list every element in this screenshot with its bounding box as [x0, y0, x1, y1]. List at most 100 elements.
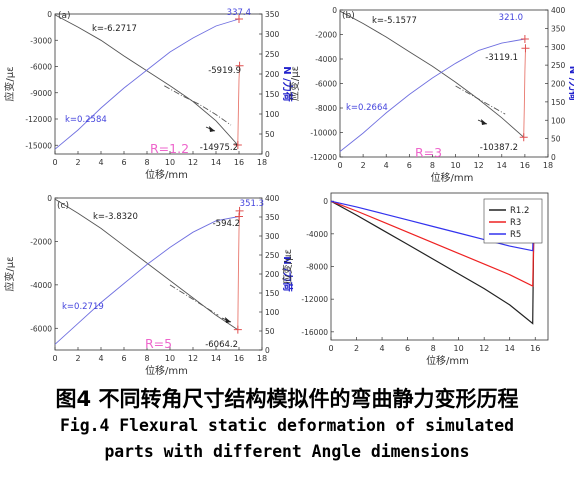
- right-y-tick-label: 100: [551, 116, 566, 125]
- strain-series-line: [330, 200, 535, 287]
- plot-frame: [54, 13, 263, 155]
- y-tick-label: -4000: [30, 281, 52, 290]
- right-y-tick-label: 350: [551, 24, 566, 33]
- right-y-tick-label: 300: [265, 232, 280, 241]
- peak-load-marker: [520, 35, 529, 44]
- annotation-label: k=0.2584: [65, 115, 107, 125]
- x-tick-label: 0: [337, 161, 342, 170]
- x-tick-label: 16: [234, 354, 244, 363]
- x-axis-label: 位移/mm: [426, 354, 469, 367]
- figure-caption-english-line2: parts with different Angle dimensions: [104, 442, 470, 461]
- y-tick-label: -12000: [310, 153, 337, 162]
- strain-unload-segment: [237, 210, 241, 330]
- x-tick-label: 12: [479, 344, 489, 353]
- strain-series-line: [330, 200, 535, 325]
- chart-legend: R1.2 R3 R5: [483, 198, 543, 244]
- strain-unload-segment: [523, 48, 526, 138]
- right-y-tick-label: 150: [265, 90, 280, 99]
- chart-panel-c: 0 2 4 6 8 10 12 14 16 18 位移/mm 0 -2000 -4000 -6000 应变/μ…: [3, 194, 294, 377]
- release-strain-marker: [521, 44, 530, 53]
- annotation-label: 351.3: [240, 199, 264, 209]
- y-tick-label: -8000: [315, 104, 337, 113]
- legend-label: R3: [510, 218, 521, 228]
- x-tick-label: 10: [450, 161, 460, 170]
- right-y-tick-label: 100: [265, 110, 280, 119]
- strain-trend-line: [455, 85, 506, 115]
- x-tick-label: 18: [257, 158, 267, 167]
- y-tick-label: 0: [47, 194, 52, 203]
- x-tick-label: 6: [121, 354, 126, 363]
- x-tick-label: 2: [361, 161, 366, 170]
- peak-load-marker: [235, 15, 243, 24]
- y-axis-label: 应变/με: [288, 66, 301, 101]
- annotation-label: 321.0: [499, 13, 523, 23]
- x-tick-label: 14: [505, 344, 515, 353]
- x-tick-label: 6: [121, 158, 126, 167]
- plot-frame: [339, 9, 549, 158]
- y-tick-label: -3000: [30, 36, 52, 45]
- y-tick-label: -16000: [301, 328, 328, 337]
- release-strain-marker: [235, 61, 244, 70]
- trend-arrow-head: [481, 119, 487, 125]
- right-y-tick-label: 0: [551, 153, 556, 162]
- annotation-label: -6064.2: [205, 340, 238, 350]
- x-tick-label: 16: [530, 344, 540, 353]
- figure-charts: 0 2 4 6 8 10 12 14 16 18 位移/mm 0 -3000 -6000 -9000 -120…: [3, 6, 574, 377]
- annotation-label: k=-3.8320: [93, 212, 138, 222]
- x-tick-label: 4: [98, 158, 103, 167]
- x-tick-label: 10: [454, 344, 464, 353]
- right-y-tick-label: 200: [265, 70, 280, 79]
- legend-label: R1.2: [510, 206, 529, 216]
- annotation-label: k=0.2719: [62, 302, 104, 312]
- peak-strain-marker: [519, 133, 528, 142]
- right-y-tick-label: 100: [265, 308, 280, 317]
- y-axis-label: 应变/με: [3, 256, 16, 291]
- annotation-label: -14975.2: [200, 143, 238, 153]
- right-y-tick-label: 150: [265, 289, 280, 298]
- x-axis-label: 位移/mm: [431, 171, 474, 184]
- right-y-tick-label: 350: [265, 10, 280, 19]
- y-tick-label: -12000: [301, 295, 328, 304]
- right-y-tick-label: 400: [551, 6, 566, 15]
- x-tick-label: 16: [234, 158, 244, 167]
- annotation-label: k=-5.1577: [372, 16, 417, 26]
- strain-series-line: [330, 200, 535, 252]
- x-tick-label: 6: [407, 161, 412, 170]
- x-tick-label: 4: [380, 344, 385, 353]
- x-tick-label: 10: [165, 158, 175, 167]
- right-y-tick-label: 300: [265, 30, 280, 39]
- x-tick-label: 4: [98, 354, 103, 363]
- y-tick-label: -4000: [315, 55, 337, 64]
- annotation-label: k=-6.2717: [92, 24, 137, 34]
- y-tick-label: -4000: [306, 230, 328, 239]
- peak-strain-marker: [233, 325, 242, 334]
- x-tick-label: 18: [257, 354, 267, 363]
- x-tick-label: 0: [52, 354, 57, 363]
- y-tick-label: -6000: [30, 324, 52, 333]
- x-tick-label: 8: [431, 344, 436, 353]
- x-tick-label: 16: [520, 161, 530, 170]
- right-y-tick-label: 50: [265, 130, 275, 139]
- y-tick-label: -6000: [30, 63, 52, 72]
- x-tick-label: 14: [211, 158, 221, 167]
- annotation-label: -3119.1: [485, 53, 518, 63]
- y-tick-label: -12000: [25, 115, 52, 124]
- trend-arrow-head: [209, 126, 215, 132]
- x-tick-label: 8: [144, 354, 149, 363]
- radius-label: R=1.2: [150, 141, 189, 156]
- figure-caption-english-line1: Fig.4 Flexural static deformation of sim…: [60, 416, 514, 435]
- x-tick-label: 14: [497, 161, 507, 170]
- right-y-tick-label: 0: [265, 346, 270, 355]
- y-tick-label: -6000: [315, 80, 337, 89]
- x-tick-label: 6: [405, 344, 410, 353]
- x-tick-label: 12: [188, 354, 198, 363]
- right-y-tick-label: 200: [265, 270, 280, 279]
- right-y-tick-label: 150: [551, 98, 566, 107]
- right-y-tick-label: 400: [265, 194, 280, 203]
- x-tick-label: 0: [328, 344, 333, 353]
- peak-load-marker: [235, 212, 243, 221]
- right-y-axis-label: N /力荷: [567, 66, 574, 102]
- y-tick-label: 0: [323, 197, 328, 206]
- y-tick-label: -9000: [30, 89, 52, 98]
- right-y-axis-label: N /力荷: [281, 66, 294, 102]
